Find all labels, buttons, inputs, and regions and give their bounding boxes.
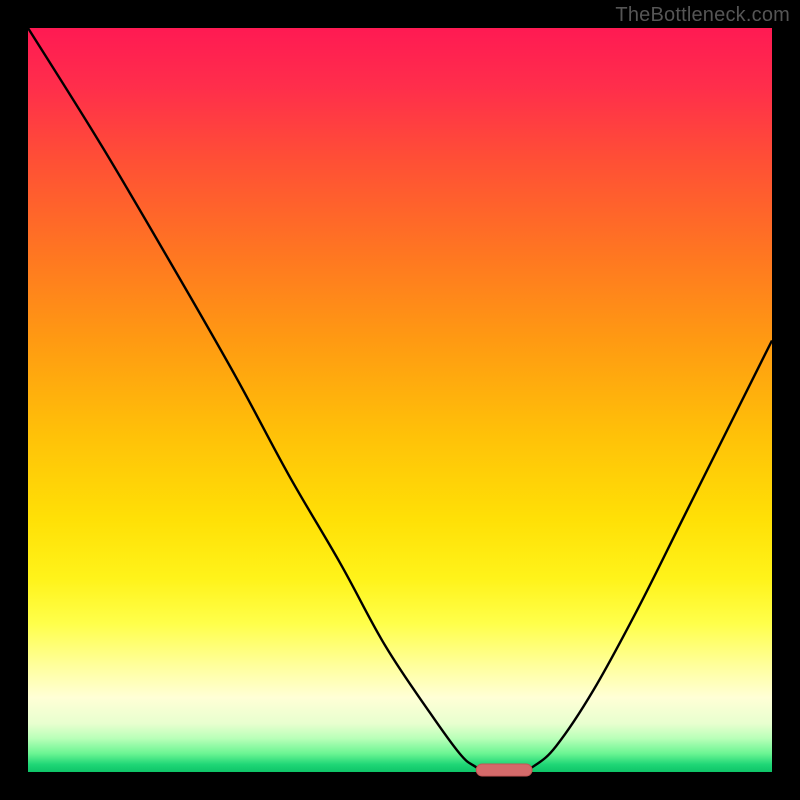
bottleneck-chart bbox=[0, 0, 800, 800]
chart-background bbox=[28, 28, 772, 772]
optimal-zone-marker bbox=[476, 764, 532, 776]
attribution-text: TheBottleneck.com bbox=[615, 4, 790, 27]
chart-container: TheBottleneck.com bbox=[0, 0, 800, 800]
